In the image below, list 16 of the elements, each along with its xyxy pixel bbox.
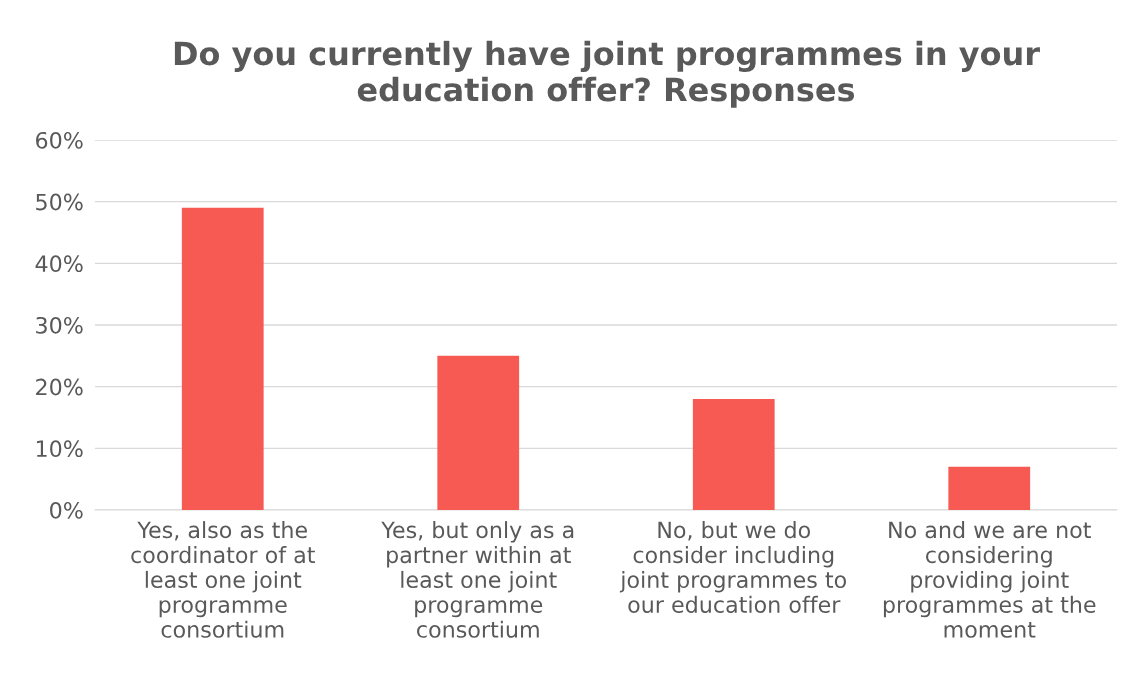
y-tick-label: 0% bbox=[50, 501, 83, 519]
bar bbox=[181, 207, 264, 510]
x-tick-label: No and we are not considering providing joint programmes at the moment bbox=[883, 521, 1096, 638]
x-tick-label: Yes, also as the coordinator of at least one joint programme consortium bbox=[131, 521, 315, 638]
x-tick-label: Yes, but only as a partner within at least one joint programme consortium bbox=[381, 521, 574, 638]
y-tick-label: 10% bbox=[36, 440, 83, 458]
bar bbox=[948, 466, 1031, 510]
y-tick-label: 30% bbox=[36, 316, 83, 334]
y-tick-label: 50% bbox=[36, 193, 83, 211]
y-tick-label: 40% bbox=[35, 255, 83, 273]
chart-title: Do you currently have joint programmes in your education offer? Responses bbox=[174, 40, 1040, 108]
bar bbox=[692, 399, 775, 510]
y-tick-label: 60% bbox=[36, 131, 83, 149]
x-tick-label: No, but we do consider including joint programmes to our education offer bbox=[619, 521, 846, 613]
bar bbox=[437, 355, 520, 510]
y-tick-label: 20% bbox=[36, 378, 83, 396]
